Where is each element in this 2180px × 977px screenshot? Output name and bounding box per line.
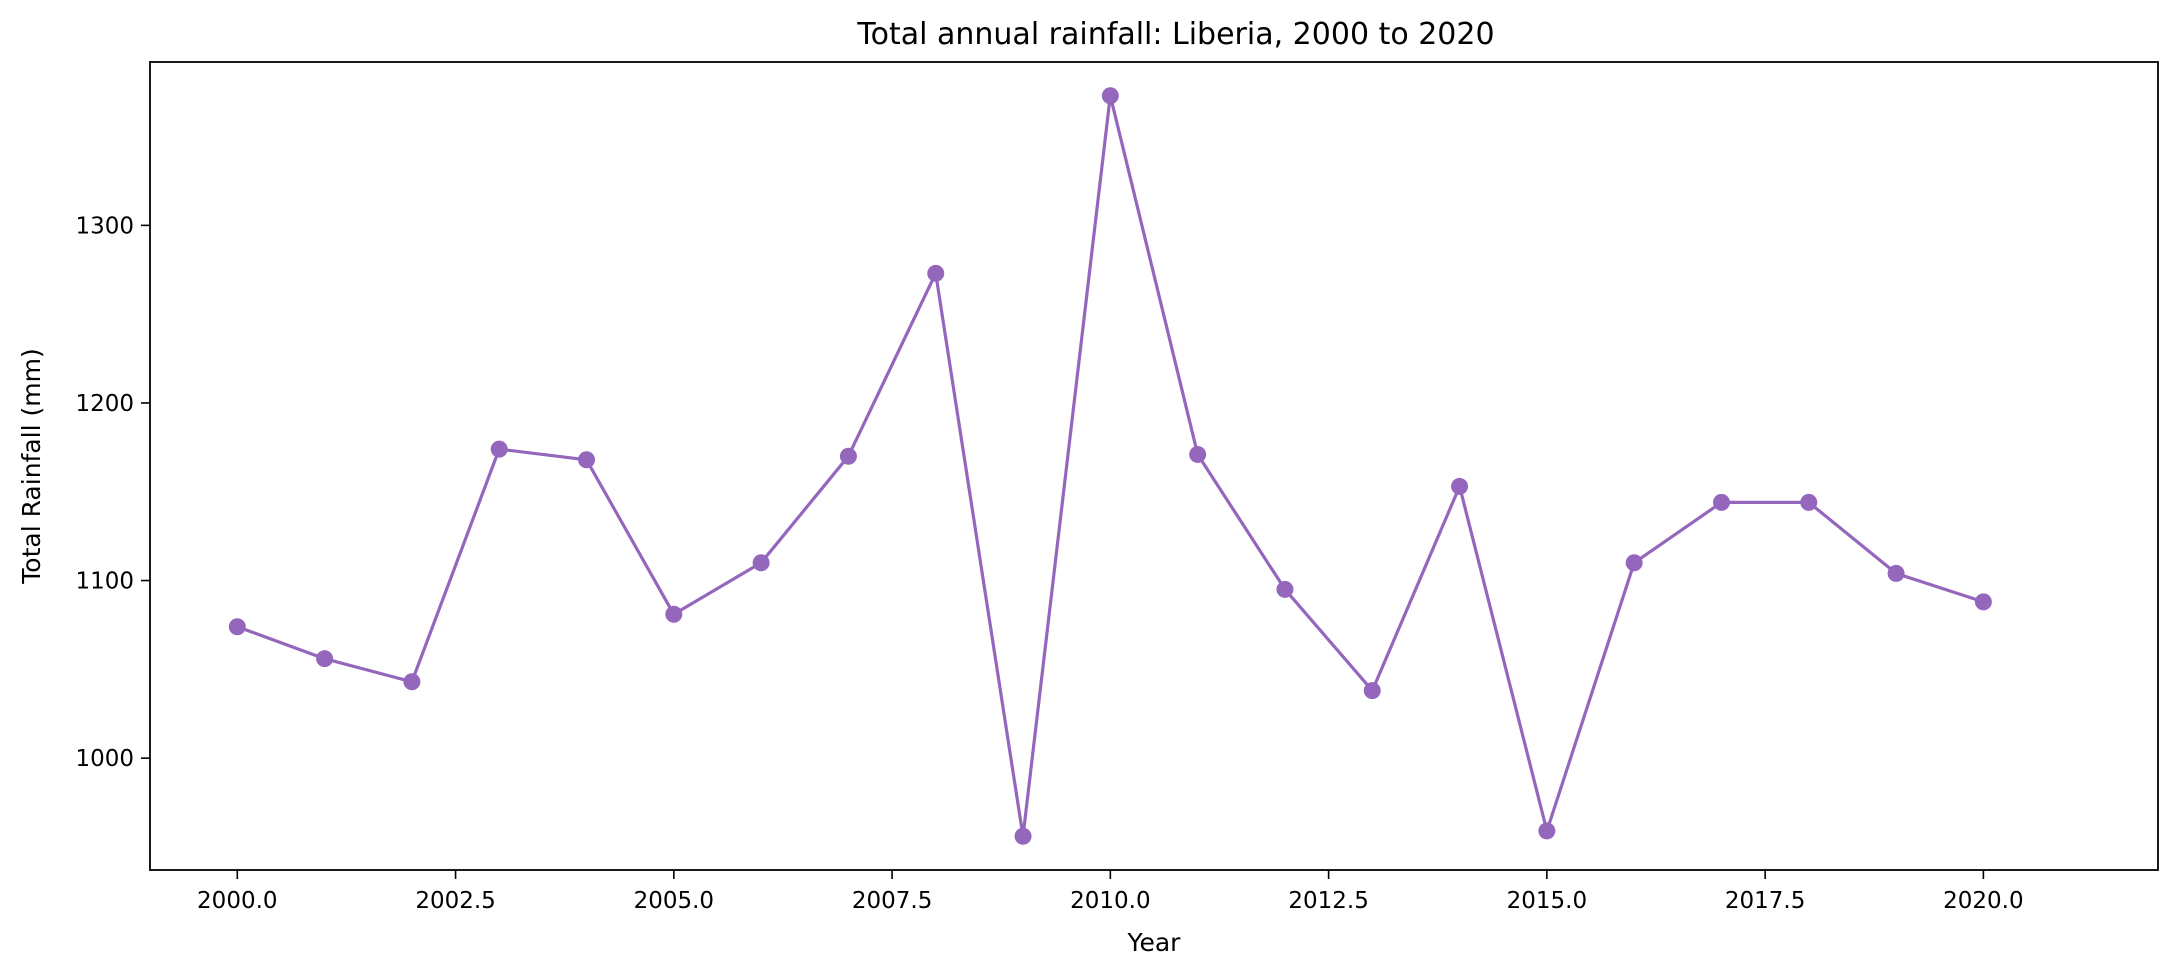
y-axis-label: Total Rainfall (mm): [17, 348, 46, 584]
data-point: [490, 440, 508, 458]
data-point: [1974, 593, 1992, 611]
data-point: [1363, 682, 1381, 700]
x-tick-label: 2002.5: [415, 888, 495, 914]
y-axis: 1000 1100 1200 1300: [75, 213, 150, 772]
x-axis: 2000.0 2002.5 2005.0 2007.5 2010.0 2012.5 2015…: [197, 870, 2024, 914]
data-point: [403, 673, 421, 691]
data-point: [1800, 493, 1818, 511]
data-point: [1712, 493, 1730, 511]
data-point: [1451, 477, 1469, 495]
data-point: [578, 451, 596, 469]
x-tick-label: 2017.5: [1725, 888, 1805, 914]
data-point: [752, 554, 770, 572]
series-layer: [228, 87, 1992, 845]
y-tick-label: 1100: [75, 569, 134, 595]
data-point: [1538, 822, 1556, 840]
x-tick-label: 2010.0: [1070, 888, 1150, 914]
data-point: [1189, 445, 1207, 463]
chart-title: Total annual rainfall: Liberia, 2000 to …: [856, 17, 1494, 52]
series-line: [236, 94, 1984, 838]
y-tick-label: 1000: [75, 746, 134, 772]
x-tick-label: 2000.0: [197, 888, 277, 914]
x-tick-label: 2015.0: [1507, 888, 1587, 914]
data-point: [1276, 580, 1294, 598]
x-tick-label: 2020.0: [1943, 888, 2023, 914]
data-point: [839, 447, 857, 465]
x-tick-label: 2012.5: [1288, 888, 1368, 914]
data-point: [665, 605, 683, 623]
x-tick-label: 2005.0: [634, 888, 714, 914]
data-point: [927, 264, 945, 282]
plot-area-frame: [149, 61, 2159, 871]
x-tick-label: 2007.5: [852, 888, 932, 914]
data-point: [1887, 564, 1905, 582]
data-point: [1014, 827, 1032, 845]
data-point: [1101, 87, 1119, 105]
y-tick-label: 1200: [75, 391, 134, 417]
x-axis-label: Year: [1127, 928, 1182, 957]
data-point: [316, 650, 334, 668]
data-point: [1625, 554, 1643, 572]
y-tick-label: 1300: [75, 213, 134, 239]
data-point: [228, 618, 246, 636]
